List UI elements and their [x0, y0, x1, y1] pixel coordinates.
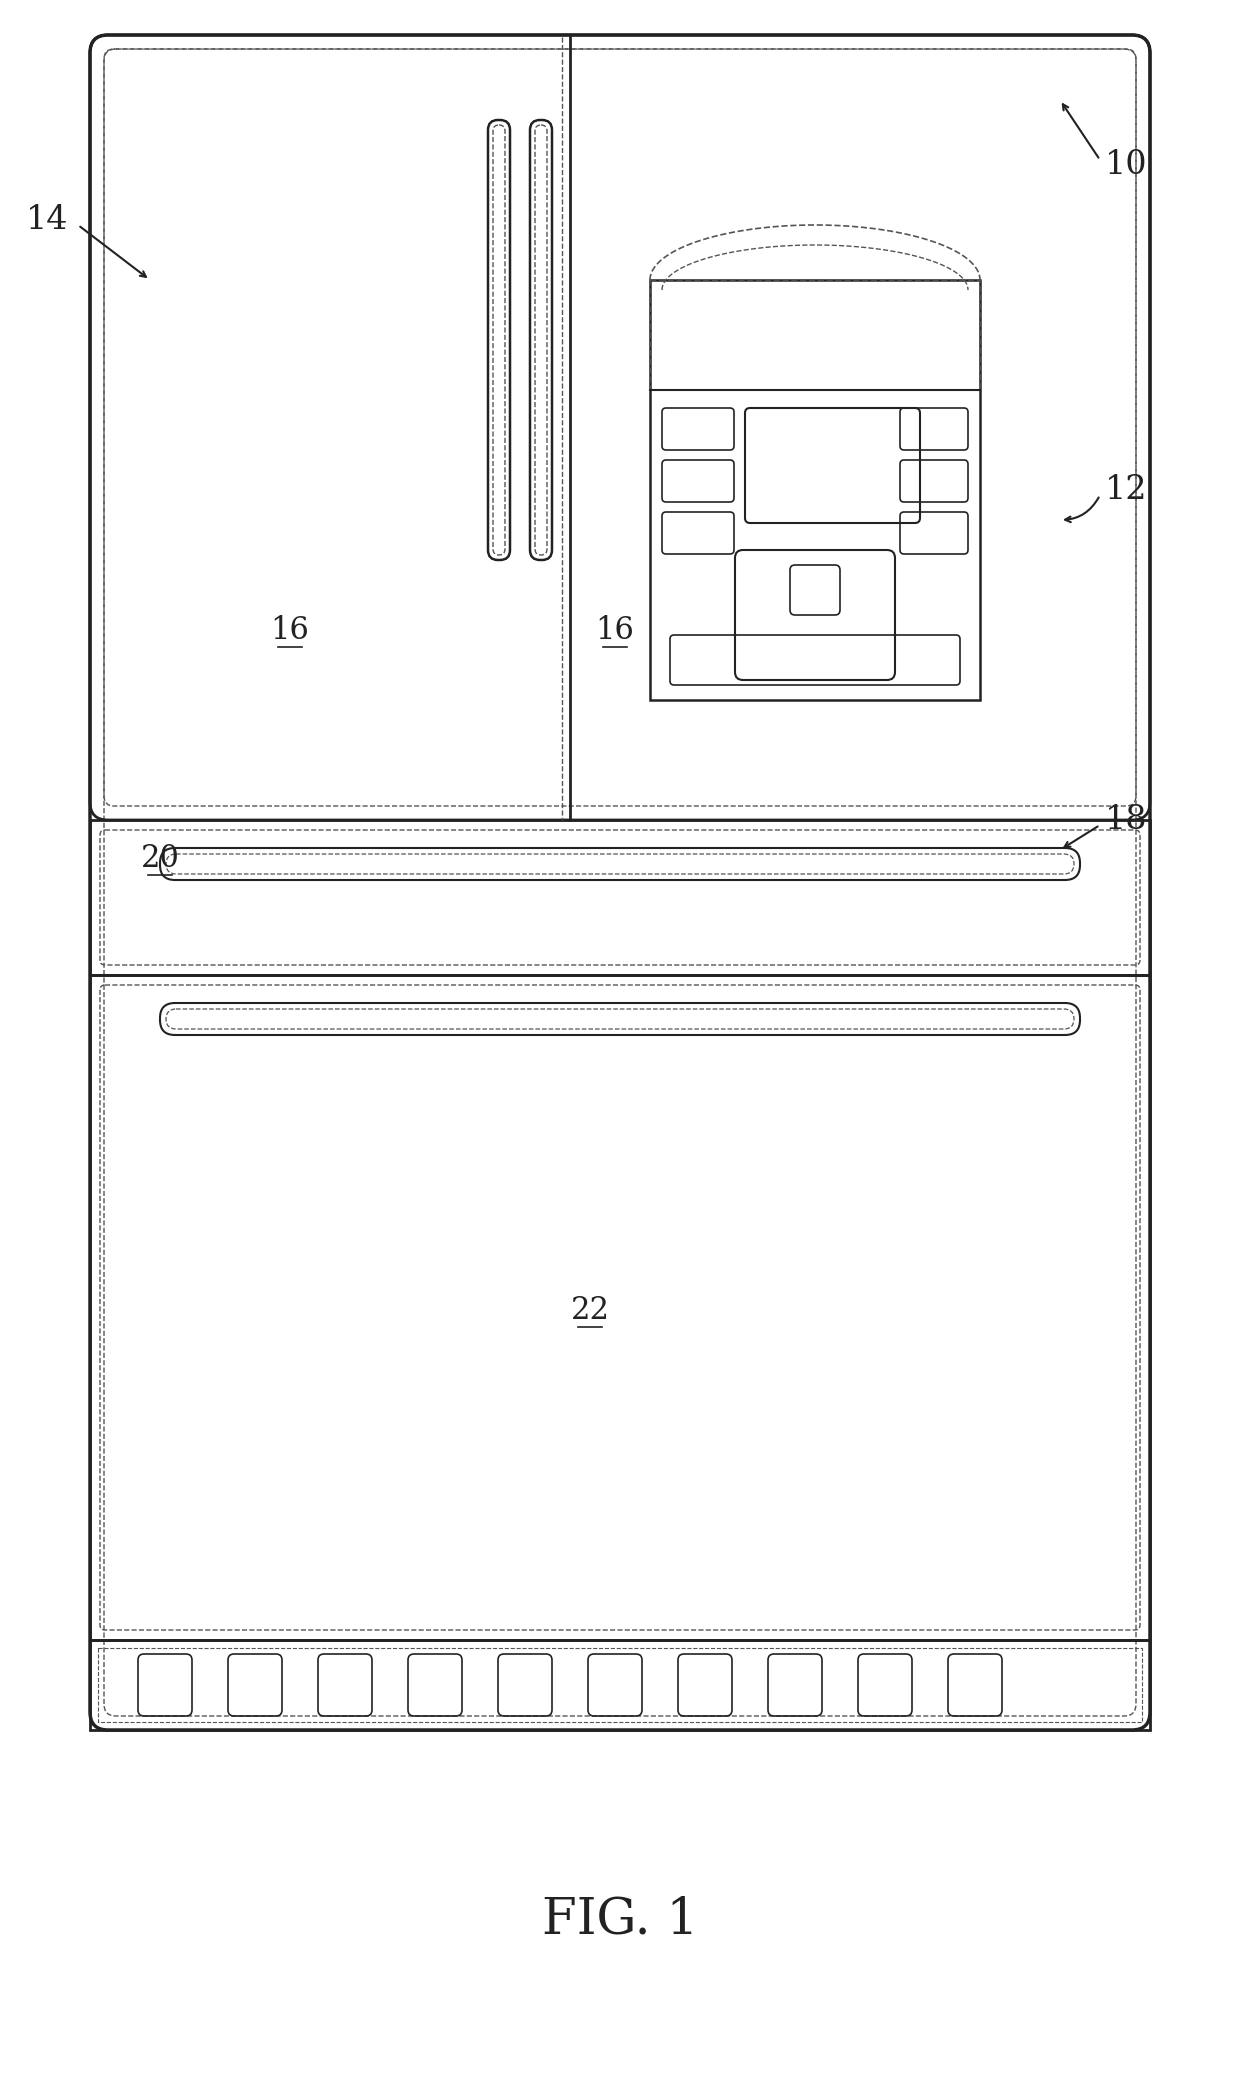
Bar [91, 820, 1149, 976]
Text: 20: 20 [140, 842, 180, 874]
Text: FIG. 1: FIG. 1 [542, 1895, 698, 1945]
Text: 16: 16 [595, 614, 635, 645]
Text: 22: 22 [570, 1294, 610, 1325]
Text: 12: 12 [1105, 474, 1147, 505]
Bar [650, 281, 980, 391]
Bar [98, 1647, 1142, 1722]
Text: 16: 16 [270, 614, 310, 645]
Text: 14: 14 [26, 204, 68, 235]
Text: 10: 10 [1105, 150, 1148, 181]
Text: 18: 18 [1105, 805, 1147, 836]
Bar [650, 281, 980, 701]
Bar [91, 976, 1149, 1639]
Bar [91, 1639, 1149, 1731]
